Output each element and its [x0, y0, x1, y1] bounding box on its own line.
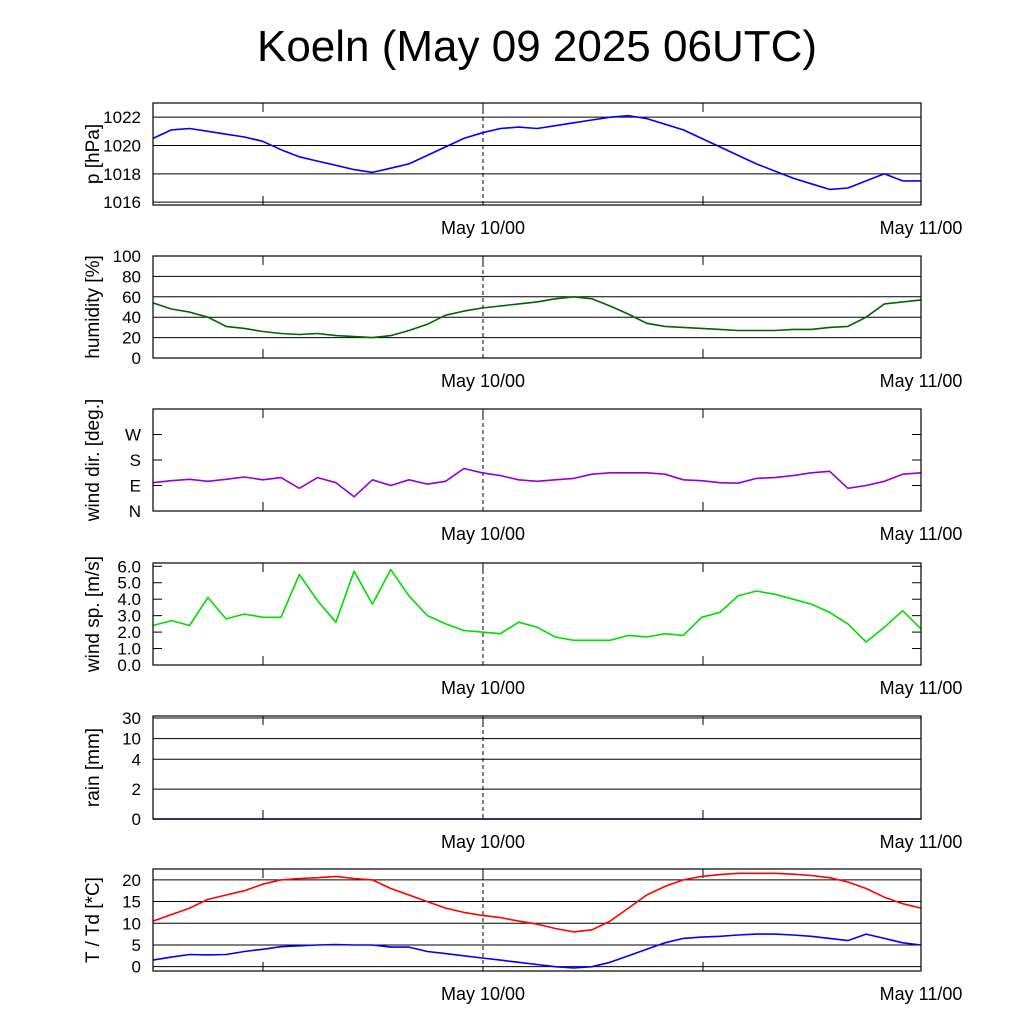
y-tick-label: 5.0 — [117, 574, 141, 593]
series-line — [152, 933, 922, 969]
panel-frame — [152, 562, 922, 666]
x-tick-label: May 10/00 — [441, 371, 525, 391]
y-tick-label: 0 — [132, 810, 141, 829]
y-tick-label: 20 — [122, 329, 141, 348]
y-tick-label: 3.0 — [117, 607, 141, 626]
x-tick-label: May 10/00 — [441, 678, 525, 698]
panel-frame — [152, 715, 922, 820]
y-axis-label: p [hPa] — [83, 124, 104, 184]
y-axis-label: wind dir. [deg.] — [83, 399, 104, 523]
y-tick-label: 0 — [132, 349, 141, 368]
y-tick-label: 4.0 — [117, 590, 141, 609]
x-tick-label: May 10/00 — [441, 984, 525, 1004]
series-line — [152, 467, 922, 498]
y-tick-label: 0 — [132, 958, 141, 977]
x-tick-label: May 11/00 — [880, 984, 963, 1004]
y-tick-label: 80 — [122, 267, 141, 286]
x-tick-label: May 10/00 — [441, 524, 525, 544]
y-tick-label: 4 — [132, 750, 141, 769]
x-tick-label: May 11/00 — [880, 832, 963, 852]
y-tick-label: 2.0 — [117, 623, 141, 642]
y-tick-label: 1020 — [103, 137, 141, 156]
y-tick-label: 20 — [122, 871, 141, 890]
series-line — [152, 872, 922, 933]
y-tick-label: 2 — [132, 780, 141, 799]
y-tick-label: 1018 — [103, 165, 141, 184]
y-tick-label: W — [125, 426, 141, 445]
y-axis-label: T / Td [*C] — [83, 877, 104, 963]
panel-frame — [152, 408, 922, 512]
panel-frame — [152, 102, 922, 206]
y-tick-label: 1022 — [103, 108, 141, 127]
y-tick-label: 1016 — [103, 193, 141, 212]
chart-title: Koeln (May 09 2025 06UTC) — [256, 22, 818, 71]
y-tick-label: 15 — [122, 893, 141, 912]
series-line — [152, 568, 922, 643]
y-tick-label: 100 — [113, 247, 141, 266]
x-tick-label: May 11/00 — [880, 218, 963, 238]
x-tick-label: May 11/00 — [880, 371, 963, 391]
y-axis-label: rain [mm] — [83, 728, 104, 807]
series-line — [152, 295, 922, 339]
y-tick-label: 6.0 — [117, 557, 141, 576]
y-tick-label: 10 — [122, 914, 141, 933]
y-tick-label: 40 — [122, 308, 141, 327]
x-tick-label: May 10/00 — [441, 218, 525, 238]
y-tick-label: 5 — [132, 936, 141, 955]
y-tick-label: 60 — [122, 288, 141, 307]
y-tick-label: 1.0 — [117, 640, 141, 659]
x-tick-label: May 10/00 — [441, 832, 525, 852]
y-tick-label: 10 — [122, 730, 141, 749]
panel-frame — [152, 255, 922, 359]
y-tick-label: N — [129, 502, 141, 521]
y-tick-label: 30 — [122, 709, 141, 728]
y-tick-label: E — [130, 477, 141, 496]
y-tick-label: 0.0 — [117, 656, 141, 675]
y-axis-label: wind sp. [m/s] — [83, 556, 104, 673]
x-tick-label: May 11/00 — [880, 678, 963, 698]
panel-frame — [152, 868, 922, 972]
y-axis-label: humidity [%] — [83, 255, 104, 358]
series-line — [152, 114, 921, 191]
y-tick-label: S — [130, 451, 141, 470]
x-tick-label: May 11/00 — [880, 524, 963, 544]
